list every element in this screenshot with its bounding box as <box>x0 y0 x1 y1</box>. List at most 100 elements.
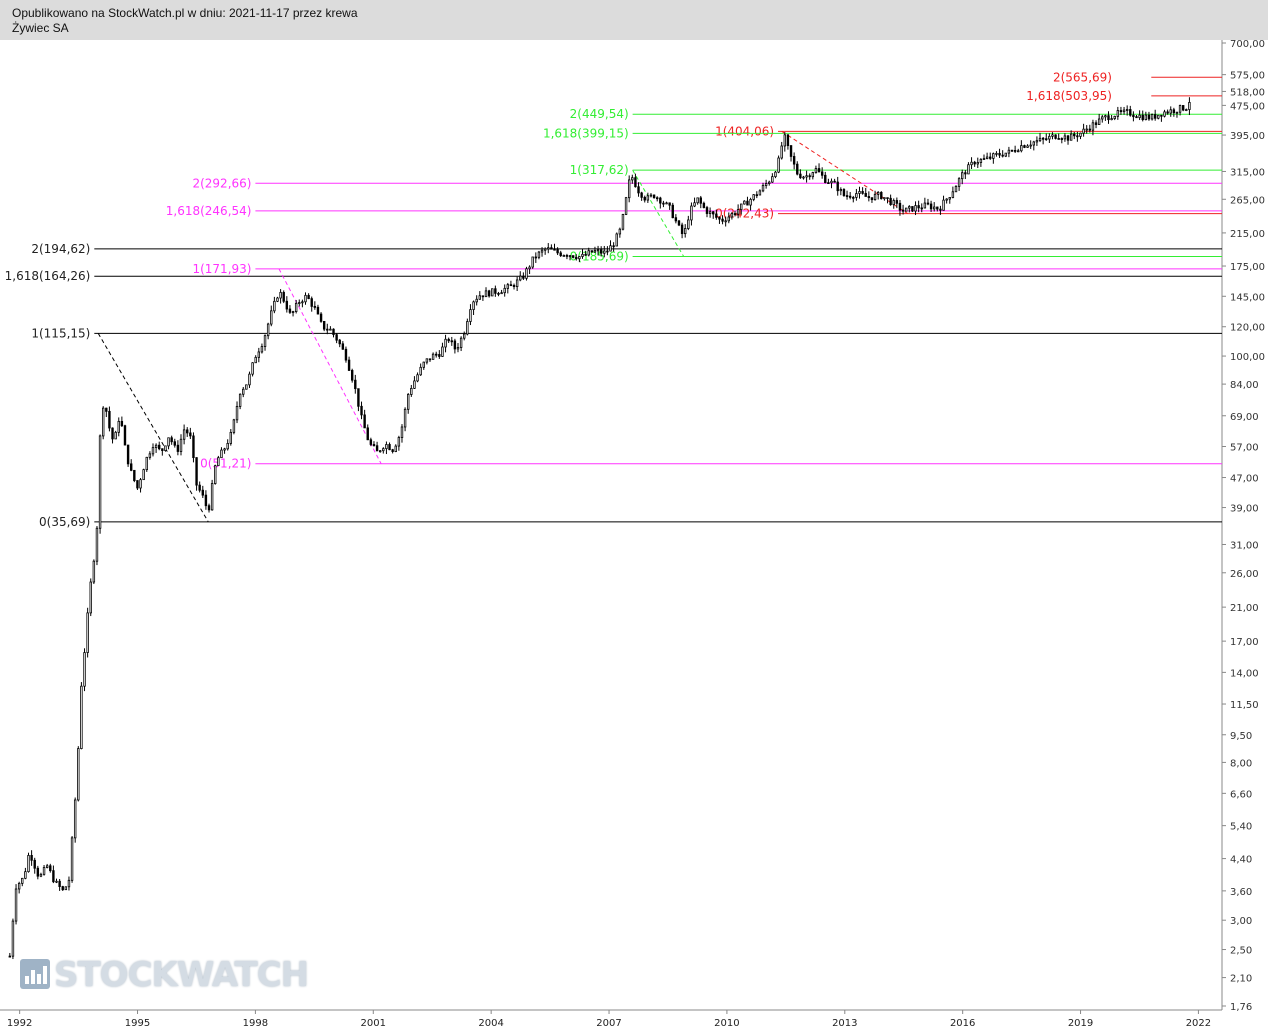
candle-body <box>556 249 559 254</box>
candle-body <box>1178 105 1182 113</box>
candle-body <box>248 373 251 386</box>
y-tick-label: 1,76 <box>1230 1002 1252 1013</box>
candle-body <box>652 194 656 199</box>
y-tick-label: 39,00 <box>1230 504 1259 515</box>
candle-body <box>1094 122 1098 125</box>
fib-level-label: 1(404,06) <box>715 124 774 138</box>
candle-body <box>1122 109 1126 113</box>
candle-body <box>824 174 827 184</box>
candle-body <box>1185 109 1188 111</box>
fib-level-label: 1,618(164,26) <box>5 269 91 283</box>
y-tick-label: 5,40 <box>1230 822 1252 833</box>
candle-body <box>690 205 693 221</box>
candle-body <box>519 275 522 281</box>
candle-body <box>796 163 799 175</box>
x-tick-label: 2022 <box>1186 1018 1211 1029</box>
candle-body <box>768 181 771 184</box>
candle-body <box>808 175 811 178</box>
candle-body <box>304 294 307 303</box>
candle-body <box>466 321 469 335</box>
candle-body <box>369 439 373 445</box>
candle-body <box>207 505 211 511</box>
candle-body <box>671 204 674 219</box>
candle-body <box>506 284 510 289</box>
candle-body <box>86 612 89 653</box>
candle-body <box>8 955 12 958</box>
candle-body <box>684 228 687 235</box>
candle-body <box>61 886 64 891</box>
candle-body <box>475 298 478 303</box>
candle-body <box>833 180 836 183</box>
candle-body <box>515 279 519 288</box>
y-tick-label: 100,00 <box>1230 352 1265 363</box>
candle-body <box>553 248 556 251</box>
candle-body <box>263 335 267 347</box>
candle-body <box>509 284 513 287</box>
candle-body <box>416 374 419 382</box>
candle-body <box>730 213 734 218</box>
candle-body <box>718 216 721 220</box>
candle-body <box>609 245 612 252</box>
y-tick-label: 3,00 <box>1230 916 1252 927</box>
y-tick-label: 575,00 <box>1230 71 1265 82</box>
y-tick-label: 265,00 <box>1230 195 1265 206</box>
candle-body <box>310 298 313 307</box>
candle-body <box>1023 145 1026 148</box>
candle-body <box>114 431 117 440</box>
x-tick-label: 1998 <box>243 1018 268 1029</box>
y-tick-label: 4,40 <box>1230 855 1252 866</box>
candle-body <box>1129 109 1132 116</box>
candle-body <box>316 306 320 315</box>
candle-body <box>848 195 852 198</box>
y-tick-label: 11,50 <box>1230 700 1259 711</box>
candle-body <box>1007 149 1011 154</box>
candle-body <box>528 266 531 270</box>
candle-body <box>161 448 164 451</box>
candle-body <box>727 216 730 222</box>
candle-body <box>852 196 855 199</box>
candle-body <box>133 469 136 481</box>
candle-body <box>1175 111 1179 114</box>
candle-body <box>372 444 376 447</box>
candle-body <box>687 219 690 229</box>
candle-body <box>786 134 790 146</box>
candle-body <box>792 156 796 165</box>
candle-body <box>587 250 590 256</box>
candle-body <box>839 189 843 192</box>
candle-body <box>522 275 525 279</box>
candle-body <box>341 343 345 350</box>
candle-body <box>214 465 217 484</box>
candle-body <box>126 444 130 465</box>
candle-body <box>142 469 145 481</box>
fib-level-label: 0(35,69) <box>39 515 90 529</box>
candle-body <box>201 489 204 496</box>
candle-body <box>836 181 839 192</box>
candles <box>8 97 1191 960</box>
candle-body <box>378 450 382 453</box>
candle-body <box>413 380 416 389</box>
candle-body <box>1017 150 1020 153</box>
y-tick-label: 475,00 <box>1230 101 1265 112</box>
candle-body <box>631 177 634 181</box>
candle-body <box>64 886 68 891</box>
candle-body <box>568 255 572 258</box>
candle-body <box>715 213 718 218</box>
candle-body <box>883 197 886 200</box>
fib-level-label: 0(242,43) <box>715 207 774 221</box>
candle-body <box>245 384 248 390</box>
candle-body <box>1116 110 1120 117</box>
candle-body <box>487 290 491 297</box>
candle-body <box>484 290 488 298</box>
candle-body <box>1160 114 1163 117</box>
candle-body <box>1048 135 1051 140</box>
candle-body <box>705 207 709 214</box>
x-tick-label: 2001 <box>361 1018 386 1029</box>
candle-body <box>232 419 236 433</box>
candle-body <box>344 348 348 361</box>
candle-body <box>481 295 485 298</box>
candle-body <box>559 252 562 256</box>
candle-body <box>901 209 905 212</box>
candle-body <box>472 301 475 310</box>
candle-body <box>814 168 818 173</box>
candle-body <box>945 198 948 201</box>
